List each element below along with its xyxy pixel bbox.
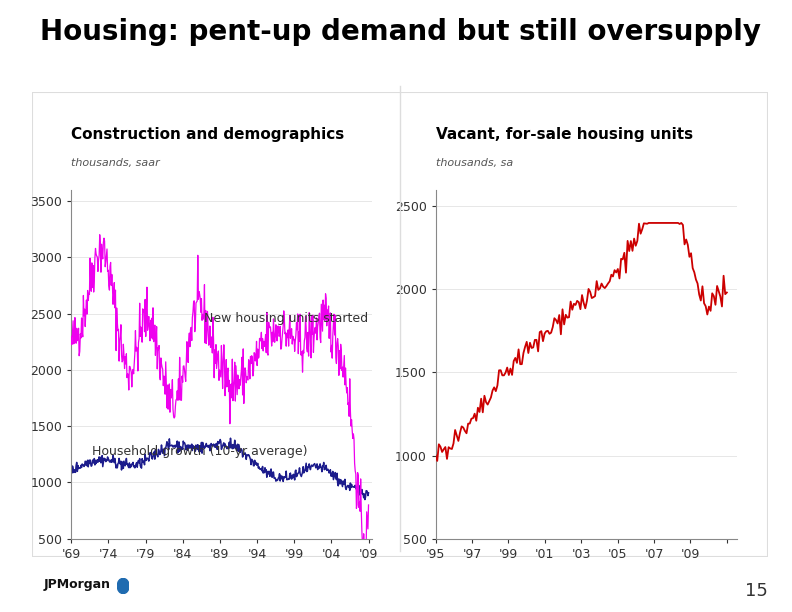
Text: Housing: pent-up demand but still oversupply: Housing: pent-up demand but still oversu… [40,18,760,47]
Text: JPMorgan: JPMorgan [44,578,111,591]
Circle shape [117,578,129,594]
Text: Household growth (10-yr average): Household growth (10-yr average) [93,445,308,458]
Text: New housing units started: New housing units started [204,312,367,326]
Text: 15: 15 [745,582,768,600]
Text: thousands, sa: thousands, sa [436,159,513,168]
Text: Construction and demographics: Construction and demographics [71,127,345,142]
Text: thousands, saar: thousands, saar [71,159,160,168]
Text: Vacant, for-sale housing units: Vacant, for-sale housing units [436,127,693,142]
